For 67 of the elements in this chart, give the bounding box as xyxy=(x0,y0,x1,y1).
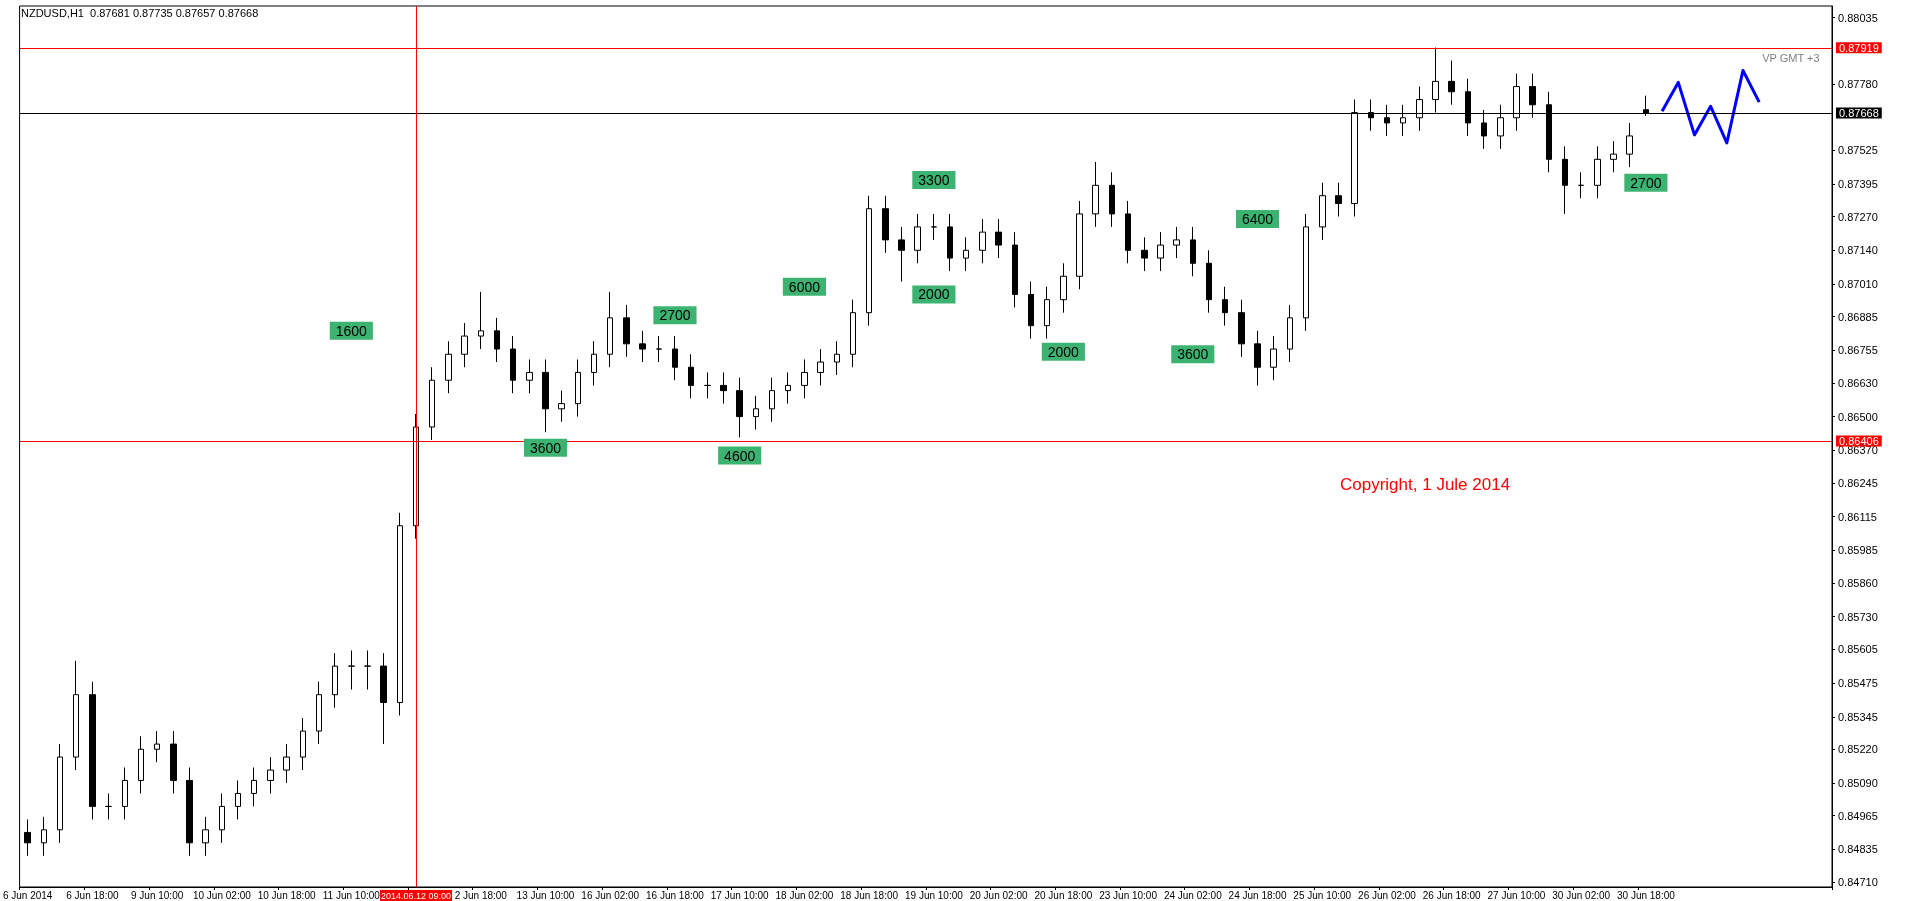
annotation: 2000 xyxy=(918,286,950,303)
y-tick-label: 0.87780 xyxy=(1838,77,1878,90)
x-tick-label: 24 Jun 02:00 xyxy=(1163,889,1223,901)
y-tick-label: 0.87010 xyxy=(1838,278,1878,291)
x-tick-label: 13 Jun 10:00 xyxy=(516,889,575,901)
y-tick-label: 0.86115 xyxy=(1838,510,1877,523)
annotation: 6000 xyxy=(788,278,821,295)
x-tick-label: 9 Jun 10:00 xyxy=(131,889,184,901)
y-tick-label: 0.85090 xyxy=(1838,777,1878,790)
x-tick-label: 24 Jun 18:00 xyxy=(1228,889,1287,901)
y-tick-label: 0.84835 xyxy=(1838,843,1878,856)
y-tick-label: 0.84965 xyxy=(1838,809,1878,822)
annotation: 3600 xyxy=(1177,346,1209,363)
annotation: 3600 xyxy=(529,439,562,456)
annotation: 3300 xyxy=(918,172,950,189)
annotation: Copyright, 1 Jule 2014 xyxy=(1340,475,1511,494)
x-tick-label: 6 Jun 2014 xyxy=(2,889,53,901)
x-tick-label: 30 Jun 18:00 xyxy=(1616,889,1676,901)
x-tick-label: 2 Jun 18:00 xyxy=(454,889,508,901)
x-tick-label: 16 Jun 18:00 xyxy=(646,889,705,901)
x-tick-label: 25 Jun 10:00 xyxy=(1293,889,1352,901)
y-tick-label: 0.85985 xyxy=(1838,544,1878,557)
y-tick-label: 0.87395 xyxy=(1838,178,1878,191)
ref-line-label: 0.87668 xyxy=(1839,107,1879,120)
y-tick-label: 0.86500 xyxy=(1838,410,1878,423)
annotation: 2000 xyxy=(1047,343,1080,360)
chart-title: NZDUSD,H1 0.87681 0.87735 0.87657 0.87668 xyxy=(21,6,259,19)
annotation: VP GMT +3 xyxy=(1762,51,1820,64)
x-tick-label: 27 Jun 10:00 xyxy=(1487,889,1546,901)
annotation: 2700 xyxy=(659,307,691,324)
annotation: 1600 xyxy=(335,322,368,339)
y-tick-label: 0.85605 xyxy=(1838,643,1878,656)
y-tick-label: 0.88035 xyxy=(1838,11,1878,24)
y-tick-label: 0.85860 xyxy=(1838,576,1878,589)
y-tick-label: 0.85475 xyxy=(1838,676,1878,689)
x-tick-label: 18 Jun 18:00 xyxy=(840,889,899,901)
y-tick-label: 0.86755 xyxy=(1838,344,1878,357)
y-tick-label: 0.87270 xyxy=(1838,210,1878,223)
y-tick-label: 0.84710 xyxy=(1838,875,1878,888)
ref-line-label: 0.87919 xyxy=(1839,41,1879,54)
y-tick-label: 0.85220 xyxy=(1838,743,1878,756)
x-tick-label: 2014.06.12 09:00 xyxy=(381,890,452,901)
x-tick-label: 6 Jun 18:00 xyxy=(66,889,119,901)
y-tick-label: 0.85730 xyxy=(1838,610,1878,623)
y-tick-label: 0.87140 xyxy=(1838,244,1878,257)
x-tick-label: 10 Jun 02:00 xyxy=(192,889,252,901)
x-tick-label: 11 Jun 10:00 xyxy=(322,889,381,901)
x-tick-label: 23 Jun 10:00 xyxy=(1099,889,1158,901)
x-tick-label: 19 Jun 10:00 xyxy=(904,889,964,901)
x-tick-label: 20 Jun 02:00 xyxy=(969,889,1028,901)
x-tick-label: 30 Jun 02:00 xyxy=(1552,889,1611,901)
y-tick-label: 0.85345 xyxy=(1838,710,1878,723)
y-tick-label: 0.86885 xyxy=(1838,310,1878,323)
x-tick-label: 20 Jun 18:00 xyxy=(1034,889,1093,901)
x-tick-label: 10 Jun 18:00 xyxy=(257,889,316,901)
x-tick-label: 17 Jun 10:00 xyxy=(710,889,770,901)
x-tick-label: 16 Jun 02:00 xyxy=(581,889,640,901)
y-tick-label: 0.86245 xyxy=(1838,476,1878,489)
y-tick-label: 0.86630 xyxy=(1838,376,1878,389)
annotation: 6400 xyxy=(1241,211,1274,228)
x-tick-label: 18 Jun 02:00 xyxy=(775,889,834,901)
y-tick-label: 0.87525 xyxy=(1838,144,1878,157)
x-tick-label: 26 Jun 18:00 xyxy=(1422,889,1482,901)
ref-line-label: 0.86406 xyxy=(1839,435,1879,448)
x-tick-label: 26 Jun 02:00 xyxy=(1358,889,1417,901)
annotation: 4600 xyxy=(724,447,756,464)
annotation: 2700 xyxy=(1630,174,1662,191)
